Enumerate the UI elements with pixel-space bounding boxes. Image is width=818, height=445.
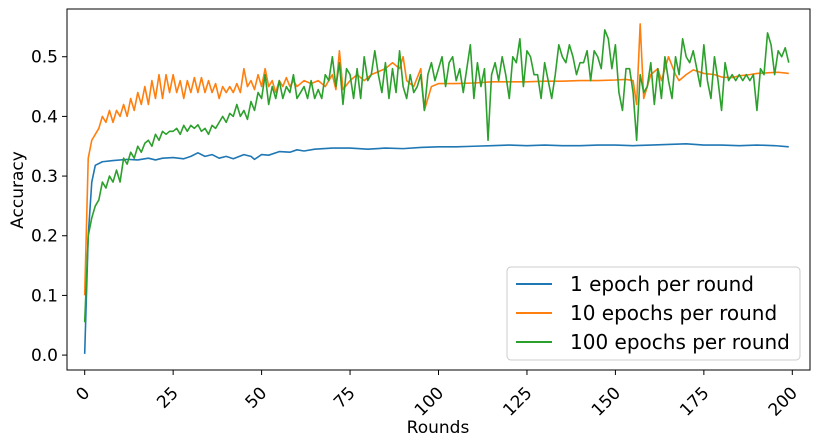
x-tick-label: 175 [676, 383, 713, 420]
legend: 1 epoch per round 10 epochs per round 100 … [506, 266, 801, 361]
y-tick-label: 0.2 [31, 227, 58, 247]
series-line-2 [83, 23, 789, 296]
legend-label-3: 100 epochs per round [570, 330, 790, 354]
legend-label-2: 10 epochs per round [570, 301, 777, 325]
series-line-1 [83, 143, 789, 354]
y-axis-label: Accuracy [8, 151, 28, 229]
x-tick-label: 75 [330, 383, 359, 412]
legend-box [506, 266, 801, 361]
y-tick-label: 0.4 [31, 107, 58, 127]
y-tick-label: 0.5 [31, 48, 58, 68]
x-axis: 0 25 50 75 100 125 150 175 200 [72, 370, 802, 420]
x-tick-label: 50 [242, 383, 271, 412]
y-tick-label: 0.1 [31, 286, 58, 306]
x-tick-label: 125 [499, 383, 536, 420]
x-tick-label: 200 [765, 383, 802, 420]
x-tick-label: 25 [153, 383, 182, 412]
y-tick-label: 0.3 [31, 167, 58, 187]
series-line-3 [83, 29, 790, 323]
y-tick-label: 0.0 [31, 346, 58, 366]
x-tick-label: 0 [72, 383, 94, 405]
x-axis-label: Rounds [407, 418, 470, 438]
x-tick-label: 150 [588, 383, 625, 420]
x-tick-label: 100 [411, 383, 448, 420]
y-axis: 0.0 0.1 0.2 0.3 0.4 0.5 [31, 48, 67, 366]
legend-label-1: 1 epoch per round [570, 272, 754, 296]
